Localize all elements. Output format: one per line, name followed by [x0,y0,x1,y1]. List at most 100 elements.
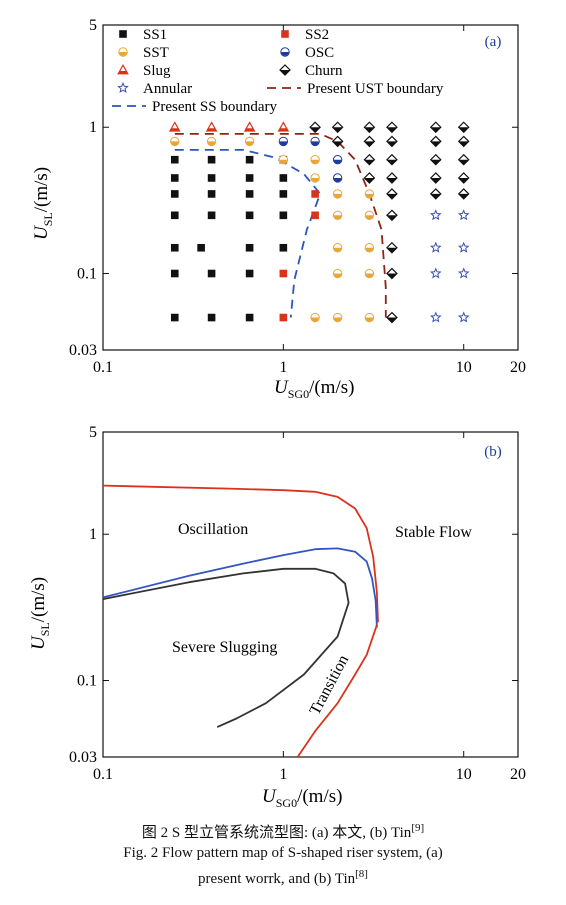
y-tick-label: 1 [89,119,97,136]
data-point-osc [310,136,320,147]
data-point-slug [168,121,181,132]
data-point-churn [363,172,376,184]
transition-curve-0 [102,484,379,623]
caption-english-line2: present worrk, and (b) Tin[8] [198,868,368,887]
data-point-ss1 [207,190,216,198]
legend-label: Annular [143,81,192,97]
x-axis-label-b: USG0/(m/s) [262,786,342,810]
data-point-ss1 [245,211,254,220]
data-point-ss1 [245,155,254,164]
legend-marker-annular [117,81,129,93]
data-point-churn [429,121,442,134]
y-axis-label-b: USL/(m/s) [28,577,52,650]
x-tick-label: 10 [456,359,472,376]
data-point-ss1 [207,211,216,220]
data-point-ss2 [311,190,319,198]
data-point-churn [386,153,398,166]
x-tick-label: 1 [279,766,287,783]
region-label-transition: Transition [307,652,353,718]
data-point-sst [332,268,343,279]
x-tick-label: 0.1 [93,359,113,376]
data-point-ss2 [311,211,319,220]
data-point-sst [364,268,375,279]
data-point-annular [457,267,470,279]
boundary-line [174,149,322,318]
data-point-churn [386,135,398,148]
data-point-ss1 [207,269,216,278]
data-point-osc [278,136,289,147]
data-point-churn [457,188,470,200]
data-point-slug [277,121,290,132]
data-point-churn [386,209,398,222]
data-point-churn [386,267,398,280]
region-label-severe-slugging: Severe Slugging [172,639,277,656]
data-point-annular [457,241,470,253]
data-point-sst [310,312,320,323]
transition-curve-3 [296,624,378,758]
data-point-slug [205,121,218,132]
data-point-churn [386,188,398,200]
data-point-ss1 [170,211,179,220]
data-point-sst [332,243,343,253]
data-point-ss1 [170,190,179,198]
legend-label: Churn [305,63,343,79]
data-point-ss1 [170,313,179,322]
data-point-annular [457,209,470,221]
data-point-sst [332,312,343,323]
transition-curve-2 [102,567,350,728]
x-tick-label: 10 [456,766,472,783]
data-point-slug [243,121,256,132]
data-point-ss1 [245,269,254,278]
region-label-oscillation: Oscillation [178,521,248,538]
data-point-churn [309,121,321,134]
data-point-sst [278,154,289,165]
data-point-ss1 [207,174,216,182]
data-point-churn [429,172,442,184]
legend-marker-slug [117,63,129,75]
data-point-sst [310,154,320,165]
region-label-stable-flow: Stable Flow [395,524,472,541]
data-point-churn [457,172,470,184]
data-point-churn [386,241,398,254]
data-point-sst [364,243,375,253]
data-point-sst [332,210,343,221]
data-point-churn [331,121,344,134]
data-point-ss1 [170,269,179,278]
data-point-churn [386,121,398,134]
data-point-ss2 [279,269,288,278]
data-point-osc [332,173,343,183]
data-point-ss1 [207,313,216,322]
data-point-churn [429,188,442,200]
y-axis-label-a: USL/(m/s) [31,167,55,240]
data-point-churn [363,135,376,148]
panel-b-label: (b) [484,444,502,460]
data-point-annular [429,209,442,221]
data-point-annular [429,267,442,279]
data-point-ss1 [245,313,254,322]
data-point-osc [332,154,343,165]
data-point-annular [429,311,442,323]
data-point-churn [363,121,376,134]
transition-curve-1 [102,547,378,628]
data-point-churn [331,135,344,148]
data-point-ss1 [245,190,254,198]
data-point-ss1 [279,190,288,198]
legend-label: SS1 [143,27,167,43]
data-point-ss1 [197,243,205,252]
x-axis-label-a: USG0/(m/s) [274,377,354,401]
data-point-ss2 [279,313,288,322]
caption-chinese: 图 2 S 型立管系统流型图: (a) 本文, (b) Tin[9] [141,822,425,841]
y-tick-label: 0.03 [69,342,97,359]
x-tick-label: 20 [510,359,526,376]
chart-panel-b: 0.1 1 10 200.030.115 (b) Oscillation Stable… [28,424,526,810]
legend-label: Present UST boundary [307,81,444,97]
data-point-churn [429,135,442,148]
x-tick-label: 1 [279,359,287,376]
y-tick-label: 0.1 [77,673,97,690]
data-point-churn [363,153,376,166]
y-tick-label: 0.1 [77,266,97,283]
data-point-ss1 [279,211,288,220]
x-tick-label: 0.1 [93,766,113,783]
